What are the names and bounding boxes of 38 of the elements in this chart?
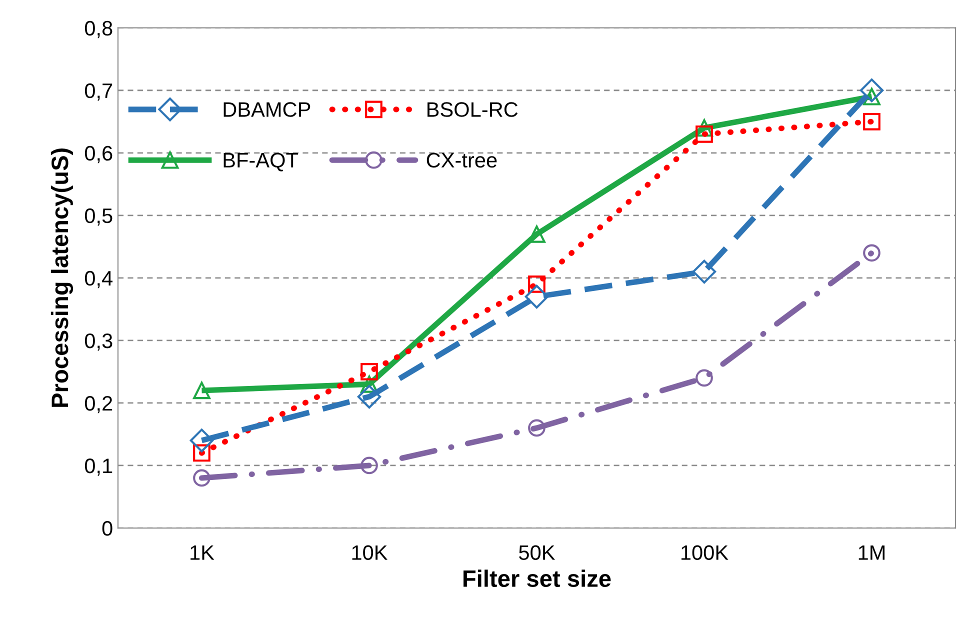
y-tick-label: 0,1 [84, 458, 112, 476]
x-tick-label: 10K [352, 545, 388, 560]
legend-label: BSOL-RC [428, 102, 518, 117]
point [524, 284, 549, 309]
y-tick-label: 0,5 [84, 208, 112, 226]
point [360, 363, 378, 380]
point [193, 382, 210, 400]
y-tick-label: 0,6 [84, 146, 112, 164]
y-tick-label: 0,2 [84, 396, 112, 414]
point [193, 469, 210, 487]
point [190, 428, 214, 452]
x-tick-label: 100K [682, 545, 728, 560]
x-tick-label: 1K [190, 545, 214, 560]
legend-label: CX-tree [426, 152, 497, 168]
point [863, 112, 880, 130]
point [863, 244, 880, 262]
y-tick-label: 0,3 [84, 333, 112, 351]
point [360, 456, 378, 474]
y-axis-title: Processing latency(uS) [50, 148, 74, 407]
point [696, 125, 713, 143]
point [528, 276, 546, 293]
legend-label: BF-AQT [224, 152, 298, 172]
y-tick-label: 0,8 [84, 20, 112, 38]
point [860, 78, 884, 102]
point [193, 444, 210, 462]
point [696, 369, 713, 387]
point [696, 119, 713, 137]
x-tick-label: 1M [858, 545, 885, 560]
point [360, 376, 378, 393]
y-tick-label: 0,7 [84, 83, 112, 101]
x-axis-title: Filter set size [464, 570, 611, 587]
x-tick-label: 50K [519, 545, 556, 560]
y-tick-label: 0,4 [84, 270, 113, 288]
legend-label: DBAMCP [224, 102, 310, 117]
point [692, 260, 716, 284]
point [357, 384, 382, 409]
point [528, 419, 546, 437]
y-tick-label: 0 [102, 521, 112, 536]
